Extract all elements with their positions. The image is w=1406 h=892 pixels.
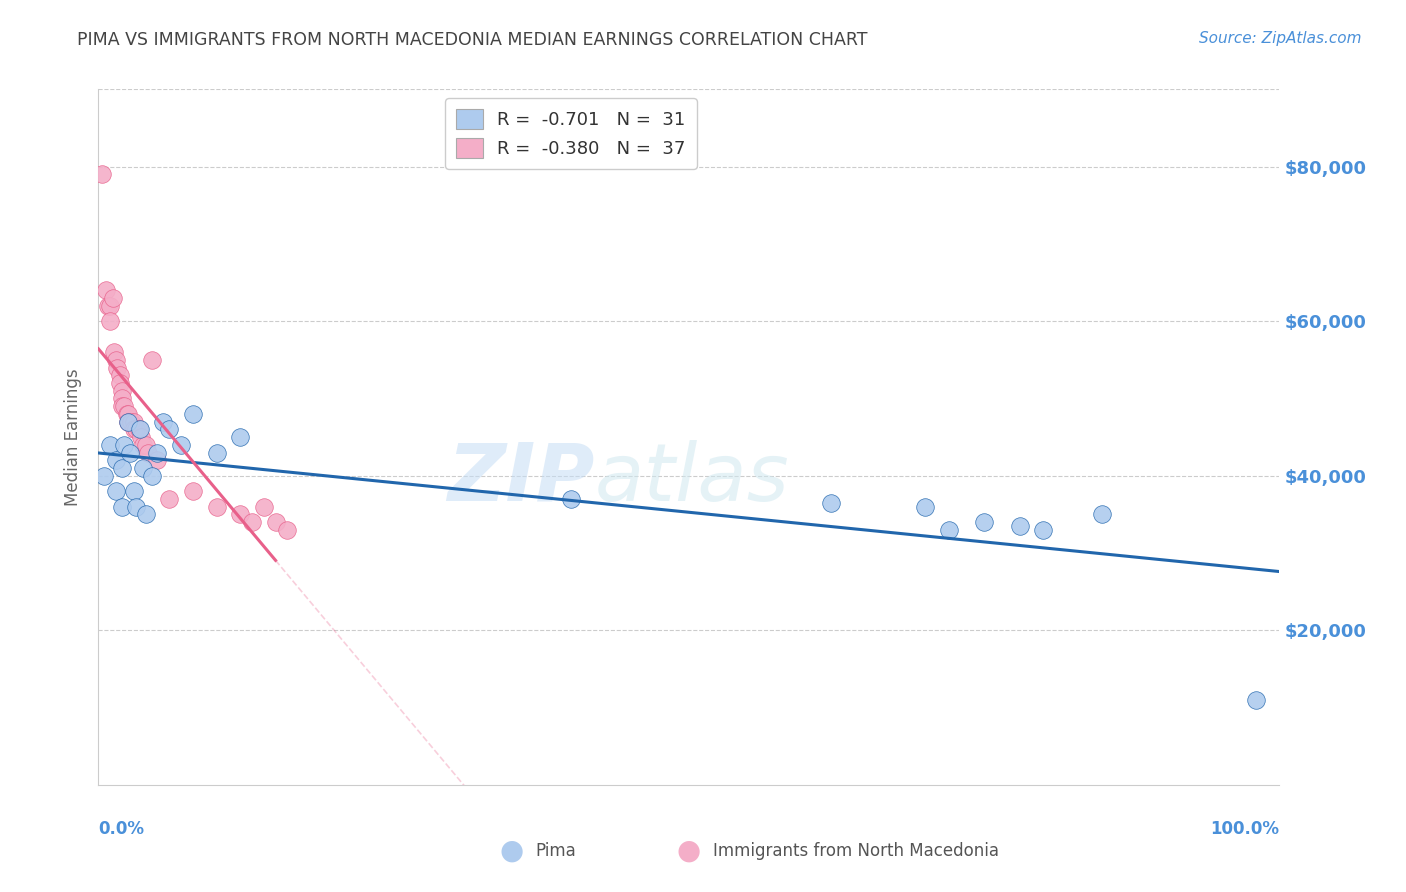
Point — [122, 422, 145, 436]
Point — [117, 407, 139, 421]
Point — [111, 500, 134, 514]
Point — [125, 422, 148, 436]
Point — [98, 314, 121, 328]
Point — [111, 461, 134, 475]
Point — [93, 468, 115, 483]
Point — [112, 438, 135, 452]
Text: ●: ● — [676, 837, 702, 865]
Point — [1008, 519, 1031, 533]
Point — [94, 283, 117, 297]
Point — [128, 422, 150, 436]
Text: 100.0%: 100.0% — [1211, 820, 1279, 838]
Point — [132, 438, 155, 452]
Text: Source: ZipAtlas.com: Source: ZipAtlas.com — [1198, 31, 1361, 46]
Text: 0.0%: 0.0% — [98, 820, 145, 838]
Point — [103, 345, 125, 359]
Point — [112, 399, 135, 413]
Point — [240, 515, 263, 529]
Point — [136, 445, 159, 459]
Point — [141, 468, 163, 483]
Point — [111, 384, 134, 398]
Y-axis label: Median Earnings: Median Earnings — [65, 368, 83, 506]
Point — [115, 407, 138, 421]
Point — [122, 415, 145, 429]
Text: ZIP: ZIP — [447, 440, 595, 518]
Point — [111, 399, 134, 413]
Point — [97, 299, 120, 313]
Point — [135, 438, 157, 452]
Point — [111, 392, 134, 406]
Point — [105, 360, 128, 375]
Point — [98, 438, 121, 452]
Point — [938, 523, 960, 537]
Point — [141, 352, 163, 367]
Point — [135, 508, 157, 522]
Point — [1091, 508, 1114, 522]
Point — [105, 484, 128, 499]
Point — [122, 484, 145, 499]
Point — [205, 500, 228, 514]
Text: Pima: Pima — [536, 842, 576, 860]
Point — [560, 491, 582, 506]
Point — [914, 500, 936, 514]
Text: atlas: atlas — [595, 440, 789, 518]
Point — [1032, 523, 1054, 537]
Point — [276, 523, 298, 537]
Point — [253, 500, 276, 514]
Text: Immigrants from North Macedonia: Immigrants from North Macedonia — [713, 842, 998, 860]
Point — [98, 299, 121, 313]
Point — [91, 167, 114, 181]
Point — [117, 415, 139, 429]
Point — [129, 430, 152, 444]
Point — [108, 368, 131, 383]
Point — [117, 415, 139, 429]
Point — [157, 491, 180, 506]
Point — [132, 461, 155, 475]
Point — [181, 407, 204, 421]
Point — [146, 445, 169, 459]
Legend: R =  -0.701   N =  31, R =  -0.380   N =  37: R = -0.701 N = 31, R = -0.380 N = 37 — [446, 98, 696, 169]
Point — [264, 515, 287, 529]
Point — [205, 445, 228, 459]
Point — [125, 500, 148, 514]
Point — [229, 508, 252, 522]
Point — [128, 422, 150, 436]
Point — [108, 376, 131, 390]
Point — [120, 445, 142, 459]
Point — [152, 415, 174, 429]
Point — [146, 453, 169, 467]
Point — [181, 484, 204, 499]
Point — [157, 422, 180, 436]
Point — [973, 515, 995, 529]
Point — [105, 453, 128, 467]
Point — [105, 352, 128, 367]
Point — [820, 496, 842, 510]
Point — [121, 415, 143, 429]
Point — [229, 430, 252, 444]
Point — [170, 438, 193, 452]
Text: PIMA VS IMMIGRANTS FROM NORTH MACEDONIA MEDIAN EARNINGS CORRELATION CHART: PIMA VS IMMIGRANTS FROM NORTH MACEDONIA … — [77, 31, 868, 49]
Point — [1244, 693, 1267, 707]
Point — [101, 291, 124, 305]
Text: ●: ● — [499, 837, 524, 865]
